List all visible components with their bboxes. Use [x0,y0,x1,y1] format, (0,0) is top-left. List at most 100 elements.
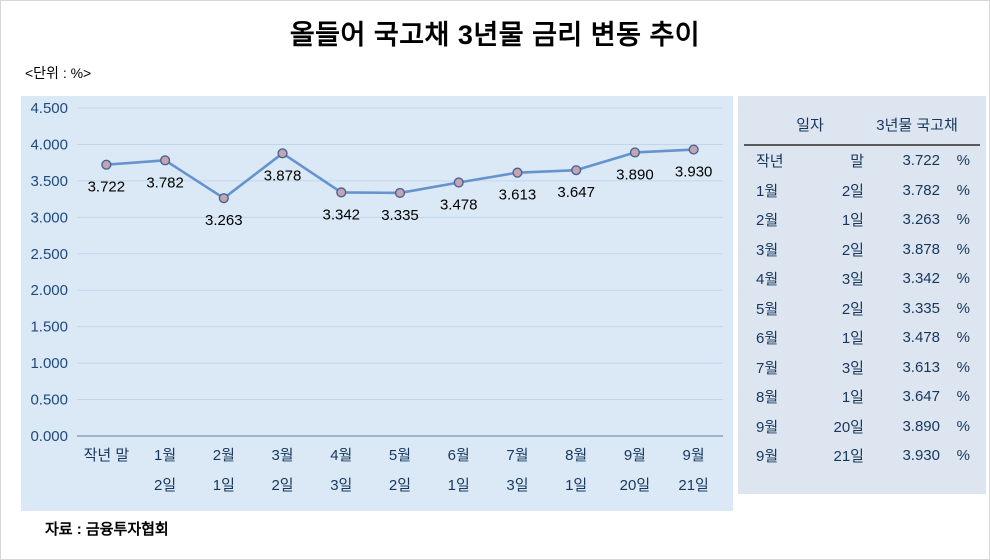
y-tick-label: 2.500 [30,246,68,263]
data-point-marker [336,187,347,198]
table-cell-date-day: 2일 [841,241,864,259]
table-cell-date-month: 2월 [756,212,779,230]
table-cell-date-month: 8월 [756,389,779,407]
x-tick-label: 8월 [565,447,587,464]
table-cell-value: 3.890 [902,417,940,435]
table-cell-date-day: 3일 [841,359,864,377]
x-tick-label: 2월 [213,447,235,464]
percent-sign: % [956,388,970,406]
x-tick-label: 9월 [624,447,646,464]
table-cell-date-month: 7월 [756,359,779,377]
x-tick-label: 2일 [271,477,293,494]
percent-sign: % [956,447,970,465]
x-tick-label: 1일 [213,477,235,494]
table-cell-date-day: 1일 [841,212,864,230]
x-tick-label: 3월 [271,447,293,464]
data-point-marker [394,187,406,199]
table-cell-date-month: 9월 [756,448,779,466]
table-cell-date-day: 21일 [833,448,865,466]
y-tick-label: 4.000 [30,136,68,153]
table-cell-date-month: 1월 [756,182,779,200]
y-tick-label: 1.000 [30,355,68,372]
y-tick-label: 3.000 [30,209,68,226]
table-cell-value: 3.335 [902,299,940,317]
rate-data-table: 일자 3년물 국고채 작년 말 3.722% 1월 2일 3.782% 2월 1일 3.263% 3월… [738,96,986,494]
data-point-marker [688,144,699,155]
source-label: 자료 : 금융투자협회 [45,521,169,538]
chart-title: 올들어 국고채 3년물 금리 변동 추이 [289,20,701,50]
x-tick-label: 5월 [389,447,411,464]
y-tick-label: 0.000 [30,428,68,445]
x-tick-label: 7월 [506,447,528,464]
table-cell-value: 3.647 [902,388,940,406]
table-row: 4월 3일 3.342% [738,264,986,294]
table-cell-value: 3.878 [902,240,940,258]
table-cell-value: 3.930 [902,447,940,465]
table-cell-value: 3.478 [902,329,940,347]
percent-sign: % [956,152,970,170]
table-cell-date-month: 작년 [756,153,784,171]
table-cell-value: 3.782 [902,181,940,199]
data-point-label: 3.647 [557,184,595,201]
data-point-marker [512,167,523,178]
x-tick-label: 1일 [565,477,587,494]
percent-sign: % [956,211,970,229]
data-point-label: 3.722 [88,179,126,196]
table-cell-date-month: 4월 [756,271,779,289]
table-cell-date-day: 2일 [841,300,864,318]
table-row: 6월 1일 3.478% [738,323,986,353]
table-header-row: 일자 3년물 국고채 [744,104,980,146]
x-tick-label: 9월 [683,447,705,464]
data-point-label: 3.342 [322,206,360,223]
percent-sign: % [956,181,970,199]
table-cell-value: 3.613 [902,358,940,376]
table-cell-value: 3.342 [902,270,940,288]
y-tick-label: 1.500 [30,319,68,336]
table-cell-date-day: 1일 [841,389,864,407]
percent-sign: % [956,270,970,288]
x-tick-label: 6월 [448,447,470,464]
table-cell-date-day: 20일 [833,418,865,436]
table-row: 9월 21일 3.930% [738,441,986,471]
table-header-date: 일자 [796,116,824,134]
table-cell-date-month: 9월 [756,418,779,436]
y-tick-label: 2.000 [30,282,68,299]
table-cell-date-day: 3일 [841,271,864,289]
x-tick-label: 4월 [330,447,352,464]
table-cell-date-day: 1일 [841,330,864,348]
x-tick-label: 3일 [330,477,352,494]
table-cell-date-day: 2일 [841,182,864,200]
data-point-marker [571,165,582,176]
x-tick-label: 2일 [389,477,411,494]
table-row: 8월 1일 3.647% [738,382,986,412]
table-row: 1월 2일 3.782% [738,176,986,206]
table-row: 작년 말 3.722% [738,146,986,176]
table-row: 2월 1일 3.263% [738,205,986,235]
x-tick-label: 1월 [154,447,176,464]
data-point-marker [159,155,171,166]
data-point-marker [453,177,464,188]
data-point-label: 3.263 [205,212,243,229]
x-tick-label: 3일 [506,477,528,494]
data-point-label: 3.930 [675,164,713,181]
data-point-label: 3.890 [616,166,654,183]
x-tick-label: 21일 [678,477,709,494]
percent-sign: % [956,329,970,347]
rate-line-chart: 0.000 0.500 1.000 1.500 2.000 2.500 3.000 3.500… [30,100,723,494]
table-row: 9월 20일 3.890% [738,412,986,442]
x-tick-label: 20일 [620,477,651,494]
data-point-marker [101,159,112,170]
table-cell-date-month: 3월 [756,241,779,259]
percent-sign: % [956,240,970,258]
table-cell-value: 3.722 [902,152,940,170]
x-tick-label: 작년 말 [84,447,130,464]
line-chart-area: 0.000 0.500 1.000 1.500 2.000 2.500 3.000 3.500… [21,96,733,511]
y-tick-label: 3.500 [30,173,68,190]
data-point-marker [218,193,229,204]
y-tick-label: 4.500 [30,100,68,117]
percent-sign: % [956,417,970,435]
table-header-value: 3년물 국고채 [876,116,958,134]
unit-label: <단위 : %> [25,65,92,81]
table-row: 3월 2일 3.878% [738,235,986,265]
